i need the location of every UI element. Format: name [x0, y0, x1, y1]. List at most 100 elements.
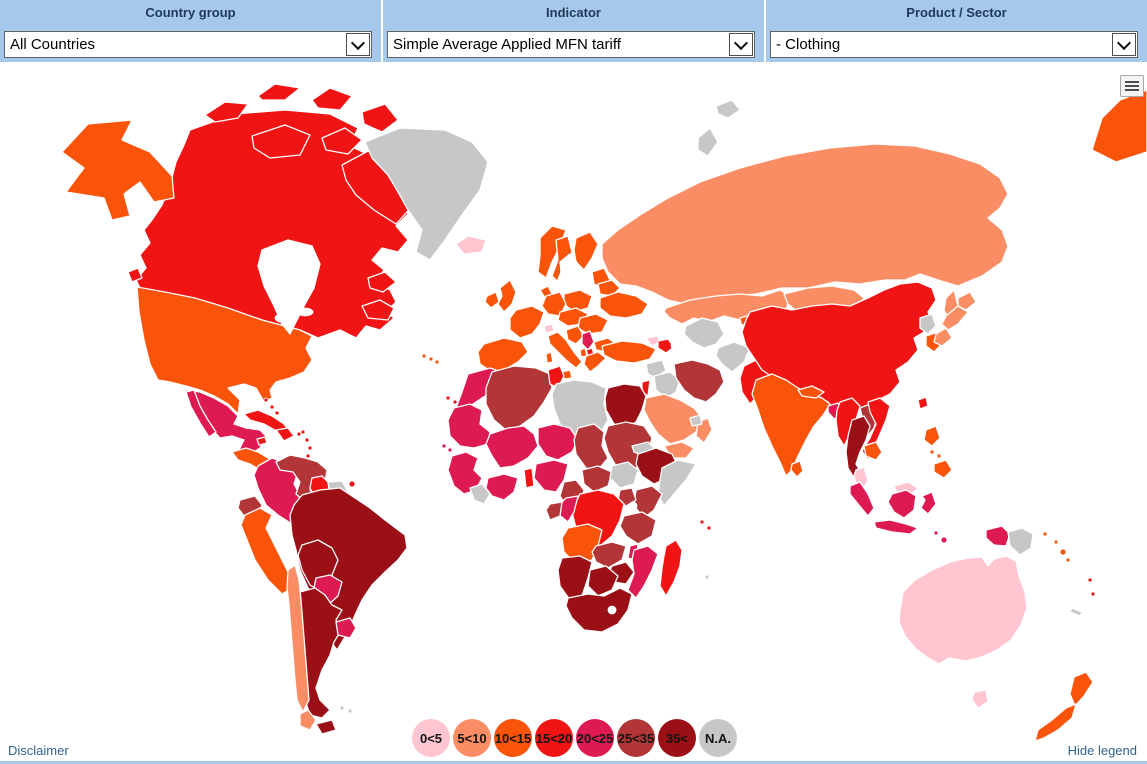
country-usa-alaska[interactable] [61, 119, 175, 221]
country-reunion[interactable] [704, 574, 710, 580]
country-nigeria[interactable] [533, 459, 569, 493]
country-japan-honshu[interactable] [941, 305, 969, 331]
country-venezuela[interactable] [275, 454, 328, 503]
country-canada-arctic4[interactable] [361, 103, 399, 133]
country-tasmania[interactable] [971, 689, 989, 709]
country-namibia[interactable] [557, 555, 593, 601]
country-uae[interactable] [689, 414, 703, 427]
country-france[interactable] [509, 305, 545, 339]
country-trinidad[interactable] [348, 480, 356, 488]
country-canary-islands[interactable] [452, 399, 458, 405]
country-turkey[interactable] [601, 340, 657, 364]
country-solomon-vanuatu[interactable] [1065, 557, 1071, 563]
country-balkans-west[interactable] [565, 325, 585, 345]
country-lesser-antilles[interactable] [300, 429, 306, 435]
country-indonesia-timor[interactable] [940, 536, 948, 544]
country-usa[interactable] [136, 286, 313, 415]
country-australia[interactable] [898, 555, 1028, 665]
country-india[interactable] [751, 373, 831, 477]
country-iberia[interactable] [477, 337, 529, 373]
country-mozambique[interactable] [627, 545, 659, 599]
country-canada-maritimes[interactable] [361, 299, 395, 321]
country-solomon-vanuatu[interactable] [1042, 531, 1048, 537]
country-indonesia-sumatra[interactable] [849, 481, 875, 517]
country-canada-newfoundland[interactable] [367, 271, 397, 293]
country-philippines-visayas[interactable] [936, 453, 942, 459]
country-usa-alaska-wrap[interactable] [1091, 89, 1147, 163]
country-uruguay[interactable] [335, 617, 357, 639]
country-jamaica[interactable] [256, 436, 268, 446]
country-north-korea[interactable] [919, 313, 937, 335]
country-ireland[interactable] [484, 291, 500, 309]
country-indonesia-papua[interactable] [985, 525, 1011, 547]
country-saudi-arabia[interactable] [643, 393, 703, 445]
country-egypt[interactable] [604, 383, 647, 429]
chevron-down-icon[interactable] [346, 33, 370, 56]
country-lesser-antilles[interactable] [307, 445, 313, 451]
country-nepal[interactable] [797, 385, 825, 399]
country-lesser-antilles[interactable] [305, 453, 311, 459]
country-chile-south[interactable] [299, 709, 317, 731]
country-cape-verde[interactable] [441, 443, 447, 449]
chevron-down-icon[interactable] [729, 33, 753, 56]
country-fiji[interactable] [1090, 591, 1096, 597]
country-botswana[interactable] [587, 565, 619, 597]
country-central-african-republic[interactable] [581, 465, 613, 493]
country-tierra-del-fuego[interactable] [315, 719, 337, 735]
country-solomon-vanuatu[interactable] [1053, 539, 1059, 545]
country-new-caledonia[interactable] [1069, 607, 1083, 617]
country-new-zealand-north[interactable] [1069, 671, 1094, 707]
country-finland[interactable] [573, 231, 599, 271]
country-senegal-guinea[interactable] [447, 451, 483, 495]
country-indonesia-sulawesi[interactable] [920, 491, 937, 515]
country-new-zealand-south[interactable] [1034, 703, 1077, 742]
country-indonesia-moluccas[interactable] [933, 530, 939, 536]
country-afghanistan[interactable] [715, 341, 751, 373]
country-zambia[interactable] [591, 541, 627, 569]
country-canada-arctic6[interactable] [321, 127, 363, 155]
country-iraq[interactable] [653, 371, 681, 399]
product-sector-select[interactable]: - Clothing [770, 31, 1138, 58]
country-mauritius-seychelles[interactable] [706, 525, 712, 531]
country-indonesia-java[interactable] [873, 519, 919, 535]
country-russia[interactable] [601, 143, 1009, 305]
country-mali[interactable] [485, 425, 539, 469]
country-indonesia-kalimantan[interactable] [887, 489, 917, 519]
hide-legend-link[interactable]: Hide legend [1067, 743, 1137, 758]
country-taiwan[interactable] [917, 396, 929, 410]
chevron-down-icon[interactable] [1112, 33, 1136, 56]
country-philippines-mindanao[interactable] [933, 459, 953, 479]
country-south-sudan[interactable] [609, 461, 639, 489]
country-somalia[interactable] [657, 459, 697, 507]
country-south-africa[interactable] [565, 587, 633, 633]
country-benin-togo[interactable] [523, 467, 535, 489]
country-iran[interactable] [673, 359, 725, 403]
country-iceland[interactable] [455, 235, 487, 255]
country-tanzania[interactable] [619, 511, 657, 545]
disclaimer-link[interactable]: Disclaimer [8, 743, 69, 758]
country-philippines-visayas[interactable] [929, 449, 935, 455]
country-svalbard[interactable] [715, 99, 741, 119]
country-chad[interactable] [573, 423, 609, 471]
country-hispaniola[interactable] [275, 427, 295, 442]
indicator-select[interactable]: Simple Average Applied MFN tariff [387, 31, 755, 58]
country-usa-hawaii[interactable] [428, 356, 434, 362]
country-canada-arctic3[interactable] [311, 87, 353, 111]
country-canada-banks[interactable] [251, 124, 311, 159]
country-usa-hawaii[interactable] [434, 359, 440, 365]
country-angola[interactable] [561, 523, 603, 565]
country-canada-vancouver[interactable] [127, 267, 143, 283]
country-papua-new-guinea[interactable] [1007, 527, 1034, 556]
country-italy[interactable] [547, 331, 583, 369]
country-usa-hawaii[interactable] [421, 353, 427, 359]
country-sri-lanka[interactable] [790, 460, 804, 478]
country-serbia[interactable] [581, 330, 595, 351]
country-gabon[interactable] [545, 501, 563, 521]
country-algeria[interactable] [485, 365, 553, 431]
country-canada-arctic2[interactable] [257, 83, 301, 101]
country-philippines-luzon[interactable] [923, 425, 941, 447]
country-romania-hungary[interactable] [577, 313, 609, 335]
country-switzerland[interactable] [543, 323, 555, 334]
country-puerto-rico[interactable] [296, 431, 302, 437]
country-mauritius-seychelles[interactable] [699, 519, 705, 525]
